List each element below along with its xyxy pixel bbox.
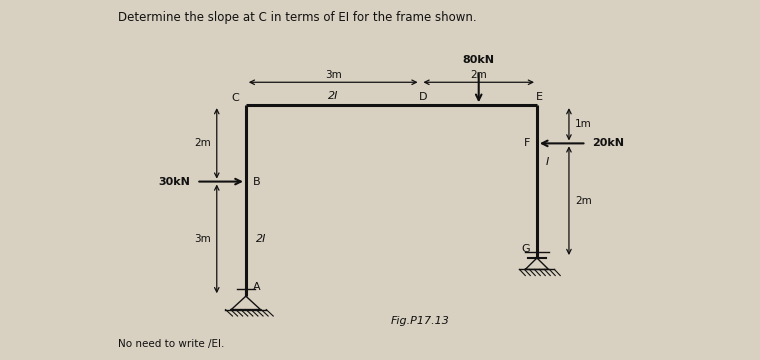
Text: 2m: 2m: [195, 138, 211, 148]
Text: E: E: [537, 92, 543, 102]
Text: I: I: [546, 157, 549, 167]
Text: 20kN: 20kN: [592, 138, 624, 148]
Text: 3m: 3m: [195, 234, 211, 244]
Text: A: A: [253, 282, 261, 292]
Text: D: D: [420, 92, 428, 102]
Text: 2I: 2I: [328, 91, 338, 100]
Text: 2m: 2m: [575, 196, 591, 206]
Text: Fig.P17.13: Fig.P17.13: [391, 316, 450, 326]
Text: Determine the slope at C in terms of EI for the frame shown.: Determine the slope at C in terms of EI …: [118, 11, 477, 24]
Text: 80kN: 80kN: [463, 55, 495, 65]
Text: No need to write /EI.: No need to write /EI.: [118, 339, 224, 349]
Text: F: F: [524, 138, 530, 148]
Text: C: C: [231, 93, 239, 103]
Text: 30kN: 30kN: [159, 177, 191, 186]
Text: 1m: 1m: [575, 119, 591, 129]
Text: 2m: 2m: [470, 69, 487, 80]
Text: B: B: [253, 177, 261, 186]
Text: G: G: [521, 244, 530, 254]
Text: 3m: 3m: [325, 69, 341, 80]
Text: 2I: 2I: [256, 234, 267, 244]
